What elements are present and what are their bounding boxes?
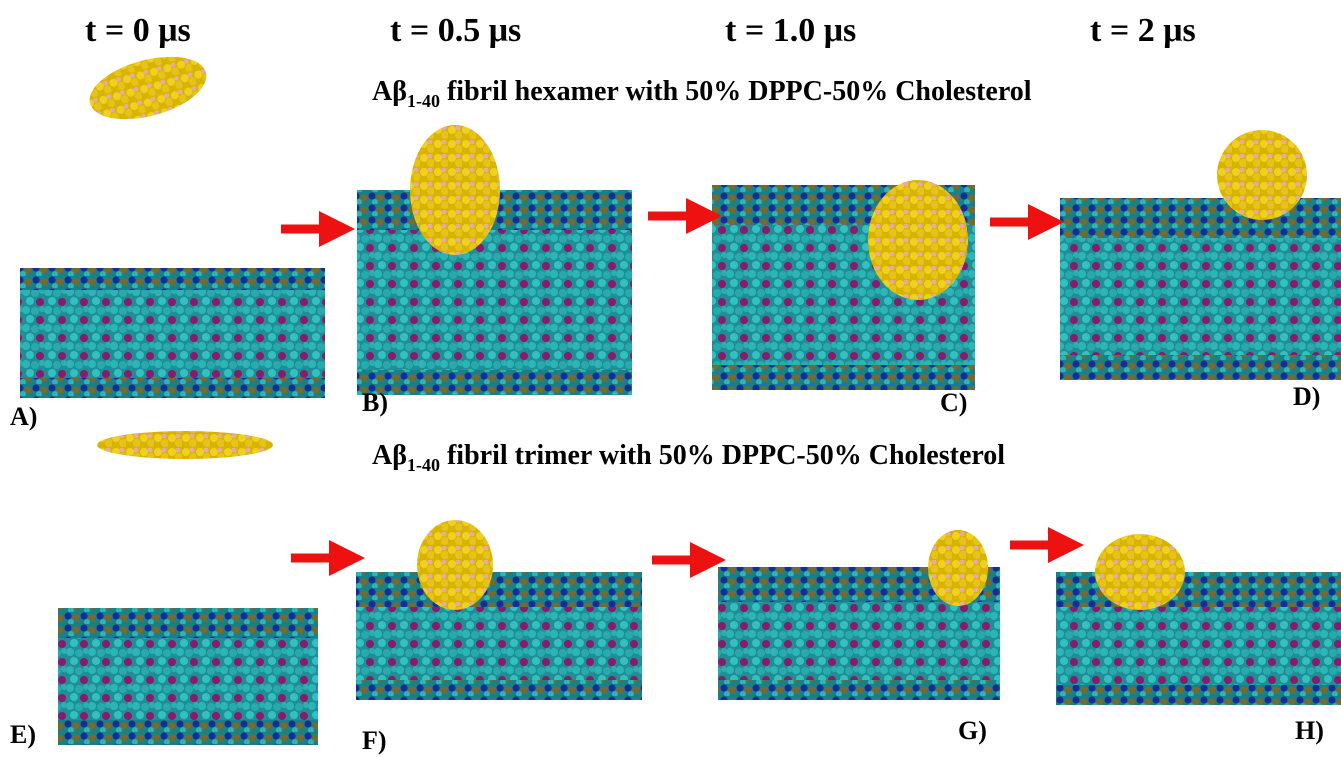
panel-label: H) [1295, 716, 1324, 745]
panel-label: G) [958, 716, 987, 745]
panel-label: A) [10, 402, 38, 431]
time-label: t = 0.5 μs [390, 12, 522, 49]
time-label: t = 1.0 μs [725, 12, 857, 49]
panel-label: B) [362, 388, 388, 417]
title-main: Aβ [372, 76, 407, 107]
time-label: t = 2 μs [1090, 12, 1196, 49]
title-sub: 1-40 [406, 91, 440, 111]
title-main: Aβ [372, 440, 407, 471]
row-title: Aβ1-40 fibril trimer with 50% DPPC-50% Ch… [372, 440, 1005, 476]
title-rest: fibril hexamer with 50% DPPC-50% Cholest… [446, 76, 1032, 107]
panel-label: F) [362, 726, 387, 755]
peptides [89, 56, 1307, 610]
title-rest: fibril trimer with 50% DPPC-50% Choleste… [446, 440, 1006, 471]
title-sub: 1-40 [406, 455, 440, 475]
row-title: Aβ1-40 fibril hexamer with 50% DPPC-50% C… [372, 76, 1032, 112]
panel-label: D) [1293, 382, 1321, 411]
time-label: t = 0 μs [85, 12, 191, 49]
panel-label: E) [10, 720, 36, 749]
arrows [281, 198, 1084, 578]
panel-label: C) [940, 388, 968, 417]
